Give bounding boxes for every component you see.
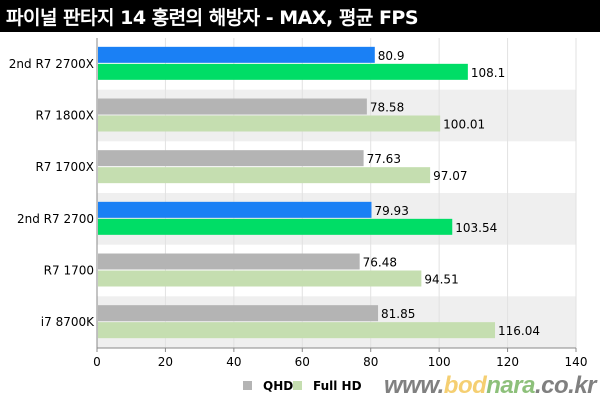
category-label: R7 1700 [44,264,94,278]
watermark-part: nara [486,372,535,399]
bar-value-label: 116.04 [498,324,540,338]
bar-value-label: 97.07 [433,169,467,183]
bar-qhd [98,253,360,270]
x-tick-label: 140 [565,355,588,369]
x-tick-label: 80 [363,355,378,369]
legend-label: QHD [263,379,293,393]
x-tick-label: 20 [158,355,173,369]
bar-full-hd [98,322,496,339]
bar-value-label: 103.54 [455,221,497,235]
bar-qhd [98,305,379,322]
category-label: R7 1800X [35,109,94,123]
x-tick-label: 0 [93,355,101,369]
title-bar: 파이널 판타지 14 홍련의 해방자 - MAX, 평균 FPS [0,0,600,32]
bar-value-label: 76.48 [363,256,397,270]
x-tick-label: 60 [295,355,310,369]
watermark-logo: www.bodnara.co.kr [384,372,597,400]
legend-label: Full HD [313,379,362,393]
x-tick-label: 120 [496,355,519,369]
x-tick-label: 40 [226,355,241,369]
bar-qhd [98,46,375,63]
bar-qhd [98,150,364,167]
bar-full-hd [98,218,453,235]
bar-full-hd [98,63,468,80]
bar-qhd [98,201,372,218]
category-label: R7 1700X [35,160,94,174]
category-label: i7 8700K [41,315,95,329]
bar-value-label: 77.63 [367,152,401,166]
watermark-part: .co.kr [534,372,597,399]
legend-swatch [293,381,302,390]
legend-swatch [243,381,252,390]
watermark-part: www. [384,372,444,399]
bar-value-label: 81.85 [381,307,415,321]
category-label: 2nd R7 2700X [9,57,94,71]
bar-value-label: 108.1 [471,66,505,80]
bar-full-hd [98,167,431,184]
bar-full-hd [98,270,422,287]
category-label: 2nd R7 2700 [17,212,94,226]
bar-value-label: 94.51 [424,273,458,287]
bar-value-label: 100.01 [443,118,485,132]
bar-value-label: 78.58 [370,101,404,115]
chart-title: 파이널 판타지 14 홍련의 해방자 - MAX, 평균 FPS [6,7,419,29]
bar-value-label: 79.93 [374,204,408,218]
bar-qhd [98,98,367,115]
watermark-part: bod [443,372,487,399]
bar-full-hd [98,115,441,132]
bar-value-label: 80.9 [378,49,405,63]
x-tick-label: 100 [428,355,451,369]
